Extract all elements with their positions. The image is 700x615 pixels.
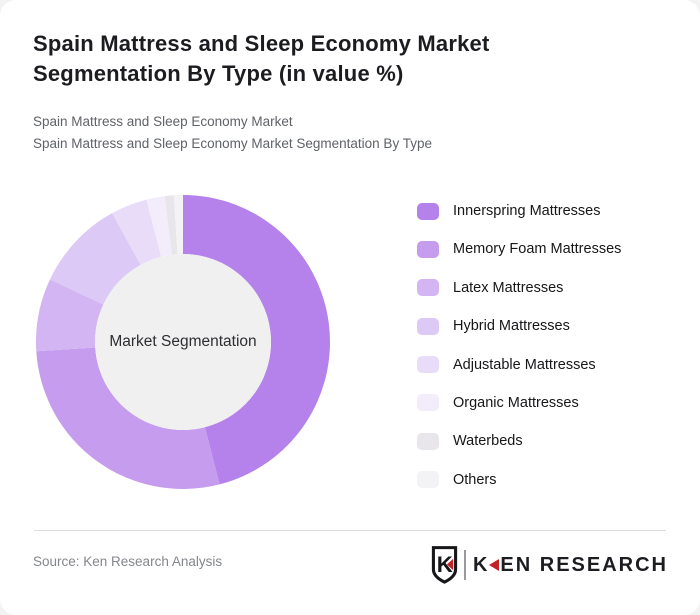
legend-item-adjustable-mattresses: Adjustable Mattresses [417, 356, 621, 374]
legend-item-waterbeds: Waterbeds [417, 432, 621, 450]
legend-swatch [417, 471, 439, 489]
legend: Innerspring Mattresses Memory Foam Mattre… [417, 202, 621, 509]
legend-label: Latex Mattresses [453, 279, 564, 296]
logo-text-rest: EN RESEARCH [500, 553, 668, 576]
legend-label: Others [453, 471, 497, 488]
legend-item-memory-foam-mattresses: Memory Foam Mattresses [417, 240, 621, 258]
donut-slice-memory-foam-mattresses [36, 347, 220, 489]
donut-slice-innerspring-mattresses [183, 195, 330, 485]
legend-label: Waterbeds [453, 433, 523, 450]
source-text: Source: Ken Research Analysis [33, 554, 223, 569]
legend-label: Adjustable Mattresses [453, 356, 596, 373]
donut-chart-area: Market Segmentation [36, 195, 330, 489]
logo-arrow-icon [489, 559, 500, 571]
donut-slice-latex-mattresses [36, 279, 104, 352]
page-title-line-1: Spain Mattress and Sleep Economy Market [33, 31, 490, 56]
donut-slice-hybrid-mattresses [49, 213, 141, 305]
legend-swatch [417, 317, 439, 335]
legend-swatch [417, 394, 439, 412]
legend-swatch [417, 432, 439, 450]
subtitle-segmentation: Spain Mattress and Sleep Economy Market … [33, 136, 432, 151]
donut-slice-waterbeds [164, 195, 178, 255]
legend-swatch [417, 279, 439, 297]
donut-slice-organic-mattresses [146, 196, 172, 257]
logo-shield-icon: K [431, 546, 458, 584]
donut-slice-others [173, 195, 183, 255]
legend-label: Memory Foam Mattresses [453, 241, 622, 258]
legend-item-others: Others [417, 471, 621, 489]
subtitle-market: Spain Mattress and Sleep Economy Market [33, 114, 293, 129]
legend-swatch [417, 356, 439, 374]
page-title-line-2: Segmentation By Type (in value %) [33, 61, 404, 86]
legend-label: Innerspring Mattresses [453, 203, 601, 219]
legend-item-latex-mattresses: Latex Mattresses [417, 279, 621, 297]
legend-item-innerspring-mattresses: Innerspring Mattresses [417, 202, 621, 220]
donut-hole [95, 254, 271, 430]
donut-slice-adjustable-mattresses [112, 199, 162, 265]
logo-text: K EN RESEARCH [473, 554, 668, 577]
logo-text-k: K [472, 553, 490, 576]
footer-divider [34, 530, 666, 531]
ken-research-logo: K K EN RESEARCH [431, 545, 668, 585]
donut-chart [36, 195, 330, 489]
logo-divider [463, 550, 466, 580]
legend-item-organic-mattresses: Organic Mattresses [417, 394, 621, 412]
logo-badge-letter: K [437, 552, 453, 577]
legend-label: Organic Mattresses [453, 394, 579, 411]
page-title: Spain Mattress and Sleep Economy Market S… [33, 29, 490, 89]
legend-swatch [417, 202, 439, 220]
legend-label: Hybrid Mattresses [453, 318, 570, 335]
logo-badge-arrow-icon [446, 558, 454, 571]
legend-swatch [417, 240, 439, 258]
legend-item-hybrid-mattresses: Hybrid Mattresses [417, 317, 621, 335]
